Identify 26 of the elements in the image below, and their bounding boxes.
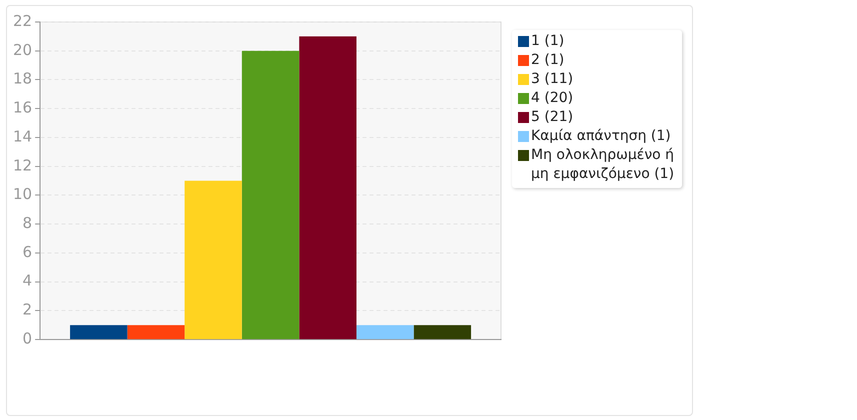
bar: [356, 325, 414, 340]
bar: [70, 325, 128, 340]
legend-label: 1 (1): [531, 32, 564, 51]
bar: [414, 325, 472, 340]
y-tick-label: 4: [22, 272, 32, 290]
y-tick-label: 22: [12, 12, 32, 30]
legend-label: 5 (21): [531, 108, 574, 127]
bar: [242, 50, 300, 340]
bar: [299, 36, 356, 340]
legend-label: Μη ολοκληρωμένο ή μη εμφανιζόμενο (1): [531, 146, 676, 184]
y-tick-label: 10: [12, 185, 32, 204]
y-tick-label: 16: [12, 98, 32, 117]
y-tick-label: 12: [12, 156, 32, 174]
legend-label: 2 (1): [531, 51, 564, 70]
legend-label: Καμία απάντηση (1): [531, 127, 671, 146]
legend-label: 4 (20): [531, 89, 574, 108]
bar: [127, 325, 185, 340]
y-tick-label: 0: [22, 329, 32, 348]
y-tick-label: 14: [12, 127, 32, 146]
y-tick-label: 20: [12, 40, 32, 59]
y-tick-label: 18: [12, 70, 32, 88]
y-tick-label: 8: [22, 214, 32, 232]
bar: [184, 180, 242, 340]
legend-label: 3 (11): [531, 70, 574, 89]
y-tick-label: 6: [22, 242, 32, 261]
y-tick-label: 2: [22, 300, 32, 319]
